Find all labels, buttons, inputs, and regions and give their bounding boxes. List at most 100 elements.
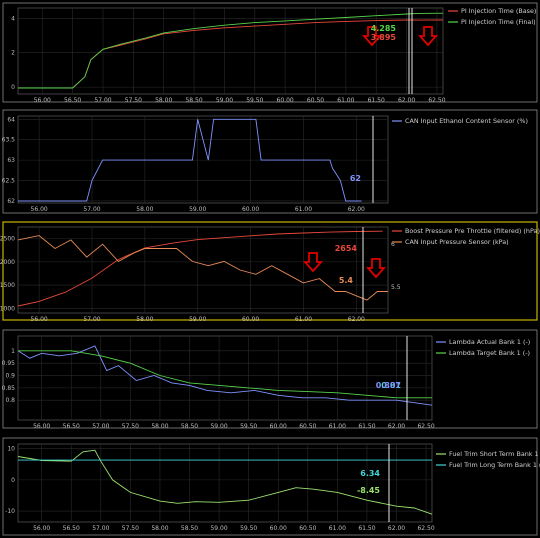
x-tick-label: 62.00: [348, 206, 365, 213]
x-tick-label: 62.00: [398, 97, 415, 104]
y-tick-label: 2: [11, 50, 15, 57]
panel-frame: [2, 109, 538, 214]
x-tick-label: 60.00: [242, 316, 259, 323]
x-tick-label: 59.00: [216, 97, 233, 104]
x-tick-label: 58.00: [136, 316, 153, 323]
y-tick-label: 10: [7, 446, 15, 453]
x-tick-label: 59.50: [240, 423, 257, 430]
y-tick-label: 0.9: [5, 373, 15, 380]
x-tick-label: 60.00: [270, 525, 287, 532]
x-tick-label: 57.00: [92, 423, 109, 430]
x-tick-label: 62.00: [388, 525, 405, 532]
legend-label: PI Injection Time (Final): [461, 18, 536, 26]
x-tick-label: 60.50: [299, 423, 316, 430]
x-tick-label: 57.00: [92, 525, 109, 532]
x-tick-label: 59.00: [189, 206, 206, 213]
series-line-2: [18, 12, 444, 89]
legend-label: CAN Input Pressure Sensor (kPa): [405, 238, 509, 246]
series-line-2: [18, 350, 432, 399]
x-tick-label: 61.00: [295, 316, 312, 323]
x-tick-label: 59.50: [246, 97, 263, 104]
x-tick-label: 56.50: [64, 97, 81, 104]
panel-frame: [2, 221, 538, 321]
chart-panel-4: 56.00 56.50 57.00 57.50 58.00 58.50 59.00 59.50…: [2, 329, 538, 430]
x-tick-label: 60.00: [270, 423, 287, 430]
x-tick-label: 59.00: [210, 525, 227, 532]
x-tick-label: 58.50: [181, 525, 198, 532]
y-tick-label: 62.5: [2, 178, 16, 185]
x-tick-label: 58.50: [181, 423, 198, 430]
chart-panel-3: 56.00 57.00 58.00 59.00 60.00 61.00 62.00 1000 1…: [0, 221, 540, 323]
x-tick-label: 59.50: [240, 525, 257, 532]
x-tick-label: 57.00: [83, 206, 100, 213]
x-tick-label: 58.50: [185, 97, 202, 104]
cursor-value-label: 2654: [335, 244, 358, 253]
cursor-value-label: 6.34: [360, 469, 380, 478]
x-tick-label: 56.00: [31, 206, 48, 213]
legend-label: Lambda Actual Bank 1 (-): [449, 338, 530, 346]
x-tick-label: 61.00: [337, 97, 354, 104]
x-tick-label: 56.00: [34, 97, 51, 104]
cursor-value-label: 4.285: [371, 24, 397, 33]
x-tick-label: 58.00: [136, 206, 153, 213]
y-tick-label: 0.85: [2, 385, 16, 392]
legend-label: Fuel Trim Short Term Bank 1 (%): [449, 450, 540, 458]
legend-label: Fuel Trim Long Term Bank 1 (%): [449, 461, 540, 469]
chart-panel-5: 56.00 56.50 57.00 57.50 58.00 58.50 59.00 59.50…: [2, 437, 540, 536]
red-arrow-icon: [417, 26, 439, 47]
legend-label: PI Injection Time (Base): [461, 7, 536, 15]
y-tick-label: 63.5: [2, 137, 16, 144]
y-tick-label: 1500: [0, 282, 15, 289]
x-tick-label: 61.50: [358, 423, 375, 430]
x-tick-label: 57.00: [83, 316, 100, 323]
x-tick-label: 60.00: [277, 97, 294, 104]
x-tick-label: 60.00: [242, 206, 259, 213]
x-tick-label: 58.00: [155, 97, 172, 104]
x-tick-label: 58.00: [151, 525, 168, 532]
cursor-value-label: 0.807: [376, 381, 401, 390]
cursor-value-label: 5.4: [339, 276, 354, 285]
x-tick-label: 60.50: [307, 97, 324, 104]
x-tick-label: 56.00: [31, 316, 48, 323]
x-tick-label: 59.00: [210, 423, 227, 430]
x-tick-label: 56.00: [33, 525, 50, 532]
y-tick-label: 0: [11, 477, 15, 484]
y-tick-label: 4: [11, 15, 15, 22]
legend-label: Boost Pressure Pre Throttle (filtered) (…: [405, 227, 540, 235]
panel-frame: [2, 329, 538, 429]
series-line-1: [17, 230, 383, 307]
cursor-value-label: -8.45: [357, 486, 380, 495]
x-tick-label: 59.00: [189, 316, 206, 323]
x-tick-label: 61.00: [329, 423, 346, 430]
series-line-2: [17, 235, 388, 301]
x-tick-label: 60.50: [299, 525, 316, 532]
series-line-1: [18, 118, 362, 202]
x-tick-label: 62.50: [417, 525, 434, 532]
cursor-value-label: 3.895: [371, 33, 397, 42]
red-arrow-icon: [365, 258, 387, 279]
y-tick-label: 62: [7, 198, 15, 205]
series-line-1: [17, 449, 433, 515]
y-right-tick-label: 6: [391, 241, 395, 248]
y-tick-label: 2000: [0, 259, 15, 266]
chart-panel-1: 56.00 56.50 57.00 57.50 58.00 58.50 59.00 59.50…: [2, 2, 538, 104]
x-tick-label: 58.00: [151, 423, 168, 430]
plot-area: [17, 443, 433, 523]
y-tick-label: 2500: [0, 236, 15, 243]
y-tick-label: 0: [11, 84, 15, 91]
x-tick-label: 56.50: [63, 525, 80, 532]
cursor-value-label: 62: [350, 174, 361, 183]
red-arrow-icon: [361, 26, 383, 47]
plot-area: [17, 7, 444, 95]
y-tick-label: -10: [5, 508, 15, 515]
plot-area: [17, 335, 433, 421]
x-tick-label: 56.00: [33, 423, 50, 430]
x-tick-label: 62.50: [417, 423, 434, 430]
plot-area: [17, 115, 389, 204]
x-tick-label: 61.00: [295, 206, 312, 213]
y-right-tick-label: 5.5: [391, 284, 401, 291]
y-tick-label: 0.95: [2, 360, 16, 367]
series-line-1: [17, 345, 433, 406]
x-tick-label: 56.50: [63, 423, 80, 430]
